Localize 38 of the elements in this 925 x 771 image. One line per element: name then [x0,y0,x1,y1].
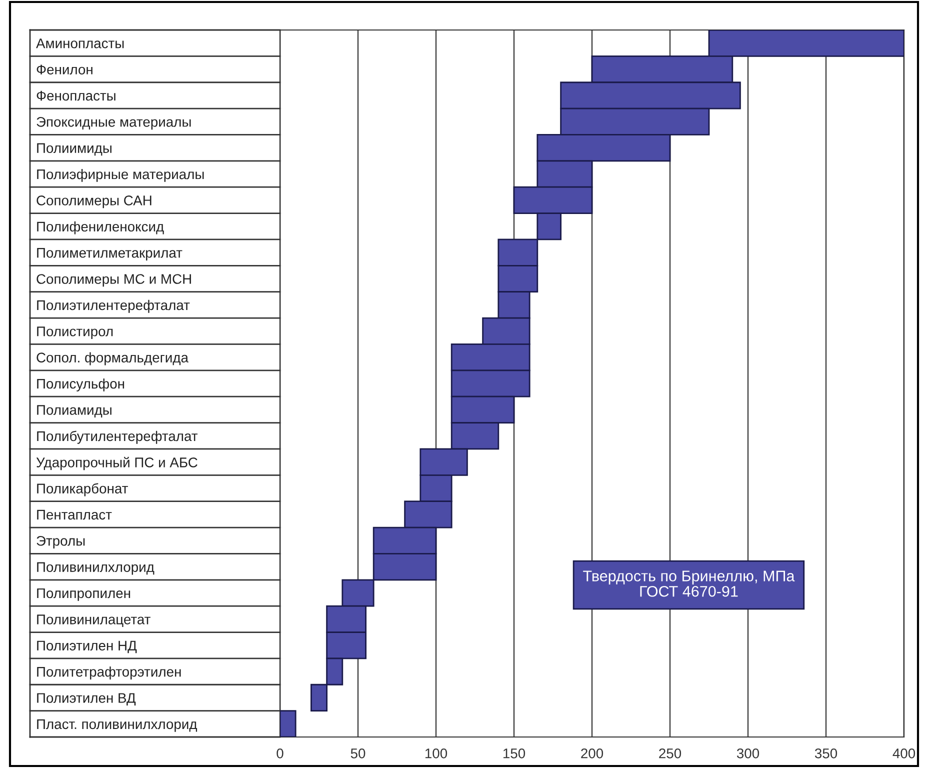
x-tick-label: 150 [503,748,526,758]
y-tick-label: Пласт. поливинилхлорид [37,719,198,732]
y-tick-label: Полифениленоксид [37,221,164,234]
x-tick-label: 400 [892,748,916,758]
y-tick-label: Полиэфирные материалы [37,168,204,182]
x-tick-label: 200 [581,748,604,758]
y-tick-label: Эпоксидные материалы [36,116,191,130]
y-tick-label: Фенопласты [36,90,116,101]
y-tick-label: Фенилон [36,64,92,74]
y-tick-label: Полипропилен [37,588,130,601]
x-tick-label: 350 [814,748,838,758]
y-tick-label: Поликарбонат [37,483,128,496]
y-tick-label: Поливинилхлорид [37,562,154,575]
x-tick-label: 250 [659,748,682,758]
y-tick-label: Поливинилацетат [37,614,150,627]
y-tick-label: Полиамиды [37,405,112,418]
x-tick-label: 100 [425,748,448,758]
y-tick-label: Сопол. формальдегида [36,352,188,366]
y-tick-label: Этролы [36,536,85,549]
x-tick-label: 300 [736,748,760,758]
y-tick-label: Сополимеры МС и МСН [36,274,191,287]
y-tick-label: Аминопласты [36,38,124,48]
y-tick-label: Ударопрочный ПС и АБС [36,456,198,470]
y-tick-label: Сополимеры САН [36,196,152,208]
y-tick-label: Полистирол [37,326,113,340]
y-tick-label: Полисульфон [37,378,124,392]
x-tick-label: 50 [350,748,366,758]
y-tick-label: Политетрафторэтилен [37,666,181,680]
y-tick-label: Полиэтилентерефталат [37,300,190,313]
annotation: Твердость по Бринеллю, МПа ГОСТ 4670-91 [583,570,795,597]
y-tick-label: Полиэтилен НД [37,640,137,654]
y-tick-label: Полиимиды [37,143,112,156]
y-tick-label: Полибутилентерефталат [37,430,198,444]
bar [280,710,296,737]
x-tick-label: 0 [276,748,284,758]
y-tick-label: Полиэтилен ВД [37,693,136,706]
y-tick-label: Пентапласт [37,510,112,520]
y-tick-label: Полиметилметакрилат [37,248,182,260]
